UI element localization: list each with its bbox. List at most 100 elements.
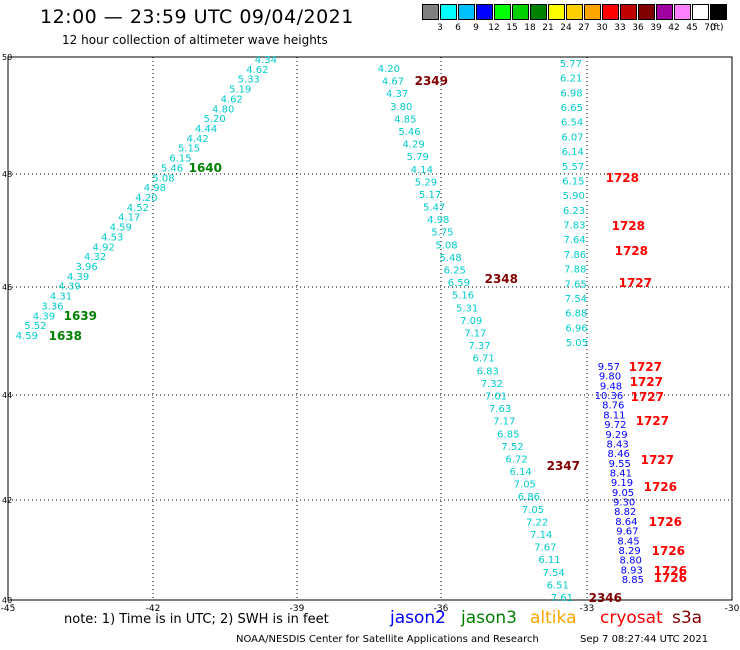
page-title: 12:00 — 23:59 UTC 09/04/2021 bbox=[40, 6, 354, 28]
swh-value-track-b: 4.29 bbox=[402, 140, 424, 151]
swh-value-track-a: 4.59 bbox=[110, 223, 132, 234]
legend-altika: altika bbox=[530, 608, 577, 628]
scale-swatch bbox=[692, 4, 709, 20]
timestamp: Sep 7 08:27:44 UTC 2021 bbox=[580, 634, 709, 645]
scale-label: 27 bbox=[578, 23, 590, 33]
lat-tick-label: 42 bbox=[2, 496, 12, 505]
scale-unit: (ft) bbox=[710, 23, 724, 33]
swh-value-track-a: 4.59 bbox=[16, 331, 38, 342]
swh-value-track-b: 4.67 bbox=[382, 77, 404, 88]
swh-value-track-c: 5.90 bbox=[563, 191, 585, 202]
pass-time-s3a: 1726 bbox=[644, 480, 677, 494]
pass-time-s3a: 1727 bbox=[641, 453, 674, 467]
swh-value-track-b: 6.51 bbox=[547, 580, 569, 591]
swh-value-track-b: 5.29 bbox=[415, 177, 437, 188]
scale-label: 36 bbox=[632, 23, 644, 33]
lon-tick-label: -33 bbox=[580, 604, 595, 614]
swh-value-track-d: 9.29 bbox=[605, 430, 627, 441]
pass-time-track-a: 1640 bbox=[189, 161, 222, 175]
swh-value-track-b: 7.14 bbox=[530, 530, 552, 541]
swh-value-track-b: 7.17 bbox=[464, 329, 486, 340]
swh-value-track-d: 9.05 bbox=[612, 488, 634, 499]
swh-value-track-a: 4.39 bbox=[33, 311, 55, 322]
scale-label: 21 bbox=[542, 23, 554, 33]
swh-value-track-a: 5.33 bbox=[238, 75, 260, 86]
swh-value-track-c: 6.98 bbox=[560, 88, 582, 99]
swh-value-track-b: 6.11 bbox=[538, 555, 560, 566]
legend-s3a: s3a bbox=[672, 608, 703, 628]
swh-value-track-d: 9.67 bbox=[616, 527, 638, 538]
scale-swatch bbox=[602, 4, 619, 20]
scale-label: 12 bbox=[488, 23, 500, 33]
pass-time-s3a: 1727 bbox=[631, 390, 664, 404]
footer-note: note: 1) Time is in UTC; 2) SWH is in fe… bbox=[64, 612, 329, 627]
swh-value-track-a: 4.17 bbox=[118, 213, 140, 224]
swh-value-track-b: 6.72 bbox=[505, 454, 527, 465]
swh-value-track-a: 4.80 bbox=[212, 104, 234, 115]
swh-value-track-a: 5.15 bbox=[178, 144, 200, 155]
lon-tick-label: -30 bbox=[725, 604, 740, 614]
swh-value-track-b: 6.59 bbox=[448, 278, 470, 289]
swh-value-track-a: 4.39 bbox=[58, 282, 80, 293]
scale-label: 33 bbox=[614, 23, 626, 33]
lon-tick-label: -39 bbox=[290, 604, 305, 614]
pass-time-s3a: 1728 bbox=[615, 244, 648, 258]
swh-value-track-c: 6.23 bbox=[563, 206, 585, 217]
swh-value-track-b: 7.54 bbox=[542, 568, 564, 579]
swh-value-track-d: 9.57 bbox=[598, 362, 620, 373]
pass-time-s3a: 1726 bbox=[654, 564, 687, 578]
swh-value-track-b: 4.37 bbox=[386, 89, 408, 100]
swh-value-track-a: 4.53 bbox=[101, 232, 123, 243]
pass-time-s3a: 1728 bbox=[606, 171, 639, 185]
swh-value-track-d: 9.19 bbox=[611, 478, 633, 489]
scale-swatch bbox=[458, 4, 475, 20]
scale-label: 24 bbox=[560, 23, 572, 33]
pass-time-s3a: 1727 bbox=[619, 276, 652, 290]
swh-value-track-d: 8.76 bbox=[602, 401, 624, 412]
swh-value-track-a: 5.46 bbox=[161, 163, 183, 174]
swh-value-track-c: 7.65 bbox=[564, 279, 586, 290]
swh-value-track-b: 7.61 bbox=[551, 593, 573, 604]
pass-time-track-b: 2346 bbox=[589, 591, 622, 605]
pass-time-track-b: 2348 bbox=[485, 272, 518, 286]
swh-value-track-b: 7.37 bbox=[468, 341, 490, 352]
pass-time-s3a: 1726 bbox=[652, 544, 685, 558]
swh-value-track-c: 6.07 bbox=[561, 132, 583, 143]
legend-jason2: jason2 bbox=[390, 608, 446, 628]
pass-time-s3a: 1727 bbox=[636, 414, 669, 428]
swh-value-track-c: 7.86 bbox=[564, 250, 586, 261]
lat-tick-label: 50 bbox=[2, 53, 12, 62]
swh-value-track-a: 5.52 bbox=[24, 321, 46, 332]
swh-value-track-b: 6.14 bbox=[510, 467, 532, 478]
swh-value-track-d: 9.72 bbox=[604, 420, 626, 431]
swh-value-track-c: 6.15 bbox=[562, 176, 584, 187]
scale-label: 6 bbox=[455, 23, 461, 33]
scale-swatch bbox=[530, 4, 547, 20]
swh-value-track-b: 7.05 bbox=[522, 505, 544, 516]
swh-value-track-a: 4.44 bbox=[195, 124, 217, 135]
page-subtitle: 12 hour collection of altimeter wave hei… bbox=[62, 33, 328, 47]
map-frame bbox=[7, 56, 733, 601]
lon-tick-label: -45 bbox=[1, 604, 16, 614]
swh-value-track-c: 7.83 bbox=[563, 221, 585, 232]
swh-value-track-d: 8.82 bbox=[614, 507, 636, 518]
lat-tick-label: 46 bbox=[2, 283, 12, 292]
swh-value-track-b: 4.98 bbox=[427, 215, 449, 226]
swh-value-track-a: 4.62 bbox=[246, 65, 268, 76]
swh-value-track-d: 8.46 bbox=[608, 449, 630, 460]
scale-swatch bbox=[620, 4, 637, 20]
swh-value-track-a: 4.98 bbox=[144, 183, 166, 194]
swh-value-track-a: 3.96 bbox=[75, 262, 97, 273]
swh-value-track-a: 4.62 bbox=[221, 94, 243, 105]
swh-value-track-a: 4.42 bbox=[186, 134, 208, 145]
swh-value-track-c: 6.54 bbox=[561, 118, 583, 129]
scale-label: 45 bbox=[686, 23, 698, 33]
swh-value-track-a: 4.52 bbox=[127, 203, 149, 214]
swh-value-track-b: 5.31 bbox=[456, 303, 478, 314]
swh-value-track-c: 5.77 bbox=[560, 59, 582, 70]
swh-value-track-b: 7.01 bbox=[485, 391, 507, 402]
swh-value-track-b: 6.86 bbox=[518, 492, 540, 503]
swh-value-track-d: 9.30 bbox=[613, 498, 635, 509]
legend-cryosat: cryosat bbox=[600, 608, 663, 628]
legend-jason3: jason3 bbox=[461, 608, 517, 628]
